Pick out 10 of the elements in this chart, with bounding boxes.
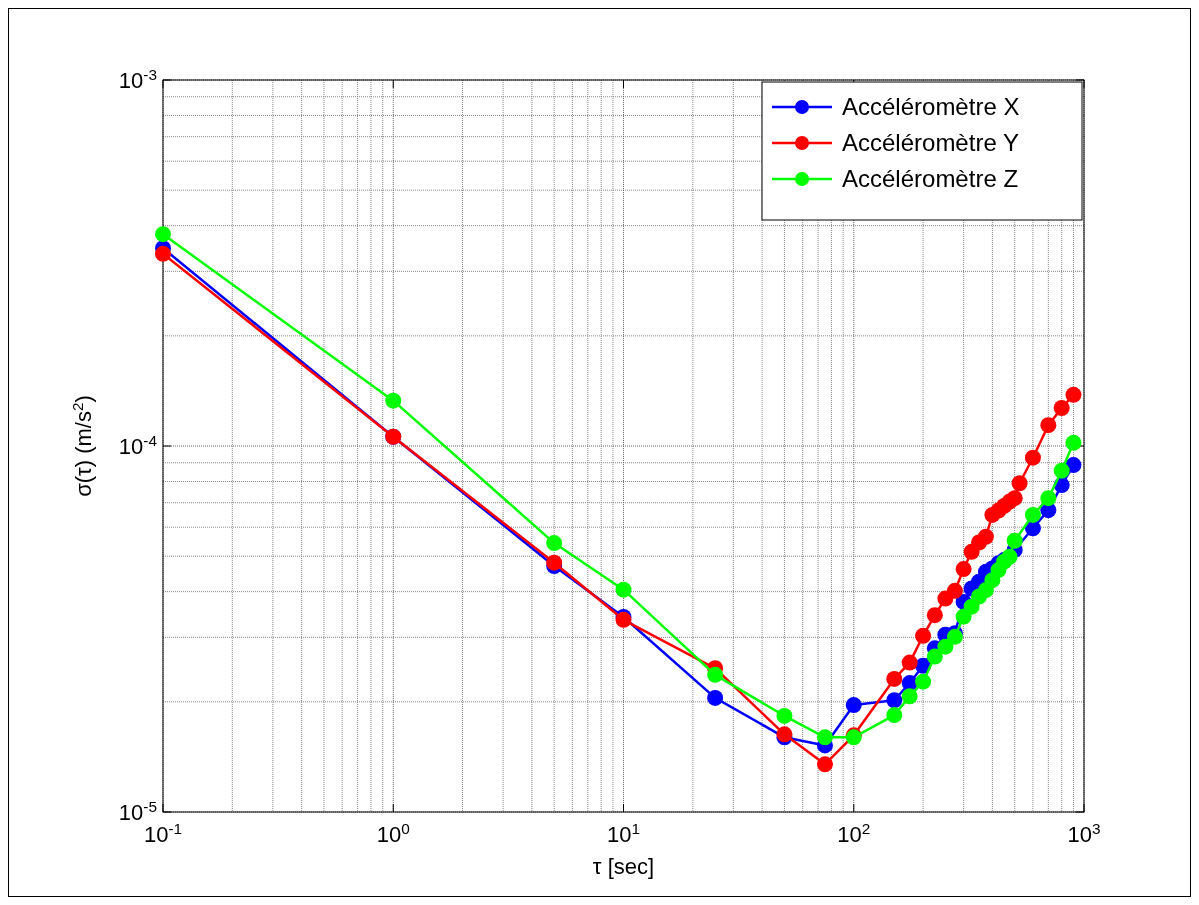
legend-label: Accéléromètre Y: [842, 129, 1019, 156]
y-tick-label: 10$^{-3}$: [118, 65, 157, 93]
x-tick-label: 10$^{1}$: [606, 819, 641, 847]
y-tick-label: 10$^{-4}$: [118, 431, 158, 459]
x-tick-label: 10$^{2}$: [837, 819, 871, 847]
legend-label: Accéléromètre Z: [842, 165, 1019, 192]
x-tick-label: 10$^{3}$: [1067, 819, 1101, 847]
x-axis-title: τ [sec]: [592, 854, 655, 879]
legend-label: Accéléromètre X: [842, 93, 1020, 120]
x-tick-label: 10$^{0}$: [376, 819, 410, 847]
